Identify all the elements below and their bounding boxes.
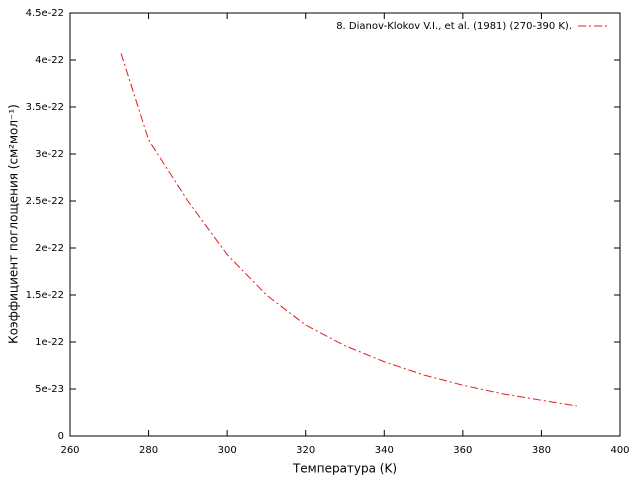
y-tick-label: 4e-22	[35, 55, 64, 66]
x-tick-label: 280	[139, 445, 158, 456]
y-tick-label: 4.5e-22	[26, 8, 64, 19]
x-tick-label: 320	[296, 445, 315, 456]
legend-label: 8. Dianov-Klokov V.I., et al. (1981) (27…	[336, 21, 572, 32]
y-tick-label: 5e-23	[35, 384, 64, 395]
x-tick-label: 300	[218, 445, 237, 456]
x-tick-label: 400	[610, 445, 629, 456]
y-axis-title: Коэффициент поглощения (см²мол⁻¹)	[7, 104, 21, 344]
x-tick-label: 360	[453, 445, 472, 456]
x-tick-label: 380	[532, 445, 551, 456]
y-tick-label: 1.5e-22	[26, 290, 64, 301]
x-axis-title: Температура (K)	[292, 462, 397, 476]
y-tick-label: 0	[58, 431, 64, 442]
y-tick-label: 3e-22	[35, 149, 64, 160]
y-tick-label: 3.5e-22	[26, 102, 64, 113]
x-tick-label: 340	[375, 445, 394, 456]
plot-frame	[69, 12, 621, 437]
y-tick-label: 2e-22	[35, 243, 64, 254]
x-tick-label: 260	[60, 445, 79, 456]
data-line	[120, 53, 577, 407]
y-tick-label: 1e-22	[35, 337, 64, 348]
y-tick-label: 2.5e-22	[26, 196, 64, 207]
